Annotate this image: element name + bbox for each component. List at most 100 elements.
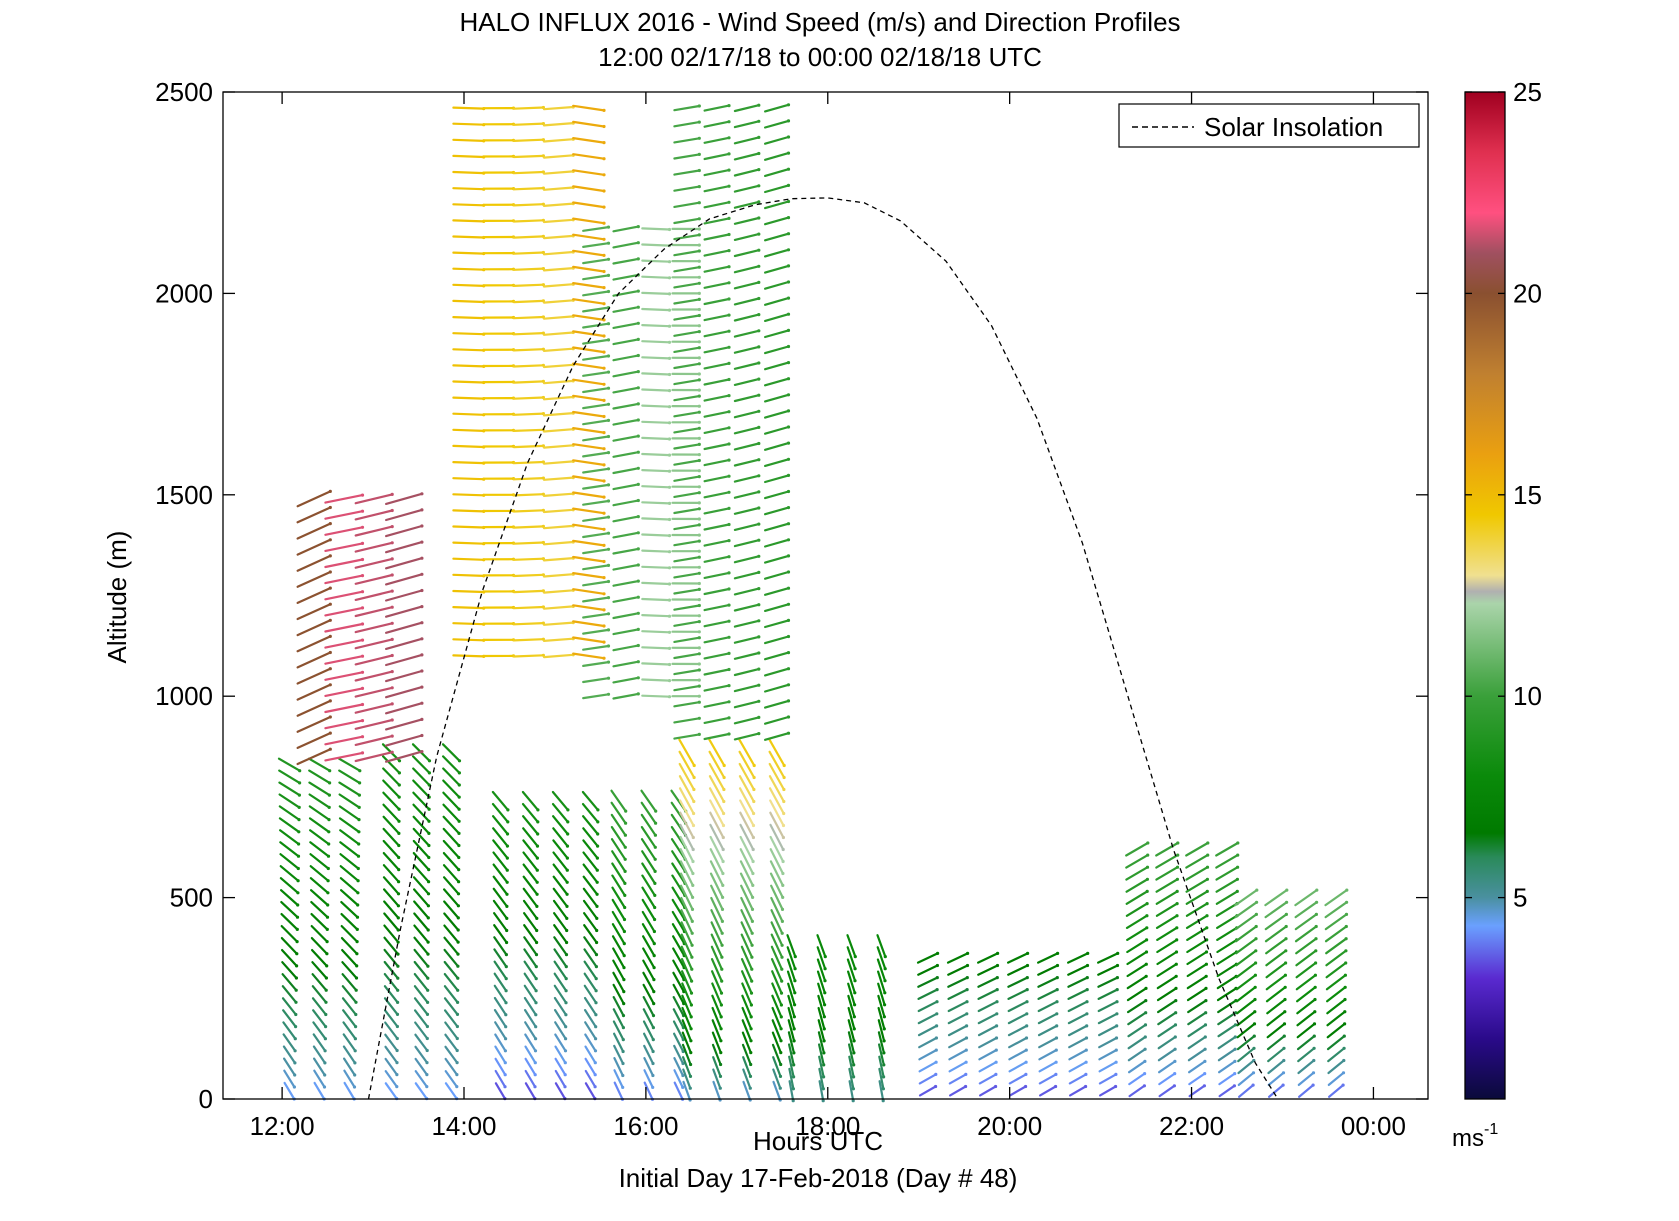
- wind-vector-head: [329, 651, 332, 654]
- wind-vector-head: [397, 844, 400, 847]
- wind-vector-head: [602, 141, 605, 144]
- wind-vector-head: [456, 965, 459, 968]
- wind-vector-head: [750, 1027, 753, 1030]
- x-tick-label: 22:00: [1159, 1111, 1224, 1141]
- wind-vector-head: [602, 447, 605, 450]
- wind-vector-head: [420, 653, 423, 656]
- wind-vector-head: [536, 869, 539, 872]
- wind-vector-head: [1055, 1012, 1058, 1015]
- wind-vector-head: [1144, 1048, 1147, 1051]
- wind-vector-head: [1255, 901, 1258, 904]
- wind-vector-head: [323, 1061, 326, 1064]
- wind-vector-head: [623, 894, 626, 897]
- wind-vector-head: [883, 1027, 886, 1030]
- wind-vector-head: [752, 812, 755, 815]
- wind-vector-head: [357, 855, 360, 858]
- wind-vector-head: [781, 872, 784, 875]
- wind-vector-head: [564, 1001, 567, 1004]
- wind-vector: [453, 494, 483, 495]
- wind-vector-head: [602, 302, 605, 305]
- wind-vector-head: [1176, 902, 1179, 905]
- wind-vector-head: [1176, 878, 1179, 881]
- wind-vector-head: [698, 437, 701, 440]
- wind-vector-head: [750, 956, 753, 959]
- x-tick-label: 00:00: [1341, 1111, 1406, 1141]
- wind-vector-head: [757, 281, 760, 284]
- wind-vector-head: [692, 800, 695, 803]
- wind-vector-head: [965, 1012, 968, 1015]
- wind-vector: [453, 623, 483, 624]
- wind-vector-head: [823, 1039, 826, 1042]
- wind-vector-head: [1056, 964, 1059, 967]
- wind-vector-head: [607, 435, 610, 438]
- wind-vector-head: [358, 781, 361, 784]
- wind-vector-head: [536, 881, 539, 884]
- wind-vector-head: [295, 976, 298, 979]
- wind-vector-head: [458, 808, 461, 811]
- wind-vector-head: [361, 655, 364, 658]
- wind-vector-head: [607, 677, 610, 680]
- wind-vector: [642, 261, 669, 262]
- wind-vector-head: [1145, 914, 1148, 917]
- wind-vector-head: [783, 776, 786, 779]
- wind-vector: [642, 535, 669, 536]
- wind-vector-head: [361, 606, 364, 609]
- wind-vector-head: [624, 858, 627, 861]
- wind-vector-head: [602, 463, 605, 466]
- wind-vector-head: [787, 603, 790, 606]
- wind-vector: [642, 406, 669, 407]
- wind-vector-head: [793, 1015, 796, 1018]
- wind-vector-head: [427, 868, 430, 871]
- wind-vector-head: [793, 1003, 796, 1006]
- wind-vector-head: [723, 776, 726, 779]
- wind-vector-head: [691, 932, 694, 935]
- wind-vector-head: [296, 891, 299, 894]
- wind-vector-head: [607, 322, 610, 325]
- wind-vector-head: [396, 1037, 399, 1040]
- wind-vector-head: [506, 869, 509, 872]
- wind-vector-head: [781, 920, 784, 923]
- wind-vector-head: [566, 893, 569, 896]
- wind-vector-head: [329, 506, 332, 509]
- wind-vector-head: [361, 751, 364, 754]
- colorbar-tick-label: 25: [1513, 77, 1542, 107]
- wind-vector-head: [323, 1085, 326, 1088]
- wind-vector-head: [782, 860, 785, 863]
- wind-vector: [453, 607, 483, 608]
- wind-vector-head: [787, 168, 790, 171]
- wind-vector-head: [566, 869, 569, 872]
- wind-vector-head: [782, 812, 785, 815]
- wind-vector-head: [654, 810, 657, 813]
- wind-vector-head: [297, 830, 300, 833]
- wind-vector-head: [535, 941, 538, 944]
- wind-vector-head: [637, 435, 640, 438]
- wind-vector-head: [396, 1025, 399, 1028]
- wind-vector-head: [691, 944, 694, 947]
- wind-vector-head: [793, 979, 796, 982]
- wind-vector-head: [1145, 963, 1148, 966]
- wind-vector-head: [637, 499, 640, 502]
- wind-vector-head: [698, 104, 701, 107]
- wind-vector-head: [692, 824, 695, 827]
- wind-vector-head: [782, 836, 785, 839]
- wind-vector-head: [720, 1027, 723, 1030]
- wind-vector-head: [565, 905, 568, 908]
- wind-vector-head: [1253, 1010, 1256, 1013]
- wind-vector-head: [787, 442, 790, 445]
- wind-vector-head: [355, 976, 358, 979]
- wind-vector-head: [354, 1013, 357, 1016]
- wind-vector: [453, 317, 483, 318]
- wind-vector: [642, 502, 669, 503]
- wind-vector-head: [565, 977, 568, 980]
- wind-vector-head: [689, 1051, 692, 1054]
- wind-vector-head: [720, 980, 723, 983]
- wind-vector-head: [757, 571, 760, 574]
- wind-vector-head: [293, 1061, 296, 1064]
- wind-vector-head: [668, 615, 671, 618]
- wind-vector-head: [668, 599, 671, 602]
- wind-vector-head: [602, 576, 605, 579]
- wind-vector-head: [823, 1003, 826, 1006]
- wind-vector-head: [752, 788, 755, 791]
- wind-vector-head: [391, 735, 394, 738]
- wind-vector-head: [779, 1039, 782, 1042]
